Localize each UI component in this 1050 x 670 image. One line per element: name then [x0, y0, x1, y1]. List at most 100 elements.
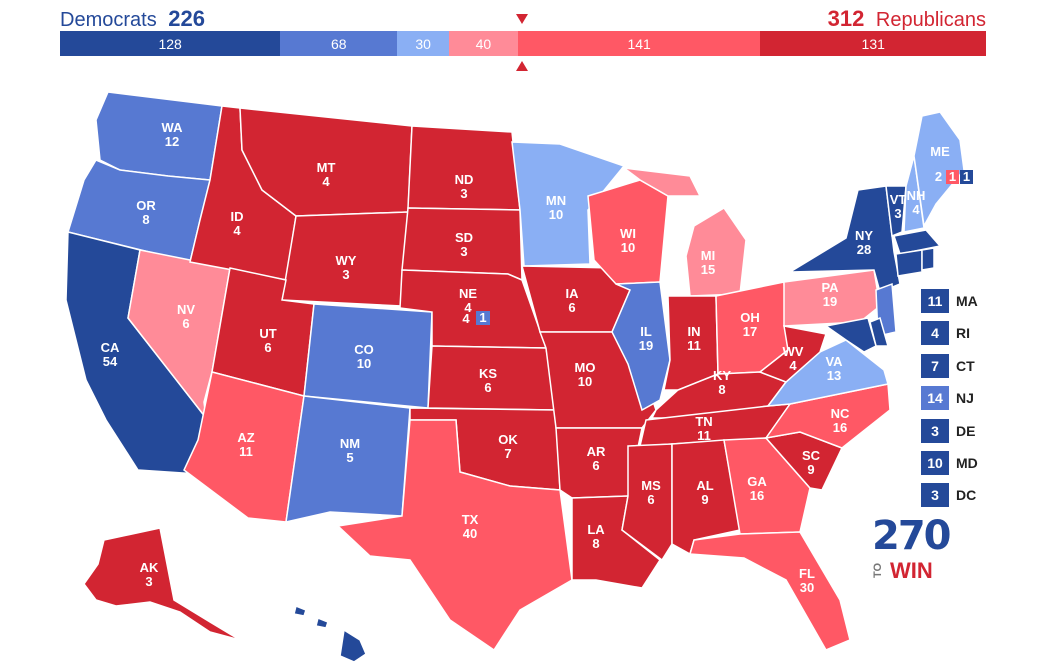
state-label-nd: ND — [455, 172, 474, 187]
state-ev-mo: 10 — [578, 374, 592, 389]
state-label-nc: NC — [831, 406, 850, 421]
state-ev-in: 11 — [687, 338, 701, 353]
state-label-va: VA — [825, 354, 843, 369]
state-label-ga: GA — [747, 474, 767, 489]
logo-to: TO — [872, 562, 884, 578]
democrats-ev-count: 226 — [168, 6, 205, 31]
state-il[interactable] — [611, 281, 671, 412]
midpoint-marker-top — [516, 14, 528, 24]
bar-segment: 128 — [60, 31, 281, 56]
small-state-box-ct[interactable]: 7 — [921, 353, 949, 378]
state-ak[interactable] — [83, 527, 241, 641]
state-label-tn: TN — [695, 414, 712, 429]
state-mn[interactable] — [511, 141, 626, 267]
republicans-total: 312 Republicans — [828, 6, 986, 32]
state-ev-ga: 16 — [750, 488, 764, 503]
state-nm[interactable] — [285, 395, 411, 523]
state-label-sd: SD — [455, 230, 473, 245]
state-hi[interactable] — [293, 604, 367, 663]
state-wv[interactable] — [758, 325, 827, 383]
state-me[interactable] — [913, 111, 965, 229]
state-ev-or: 8 — [142, 212, 149, 227]
state-label-tx: TX — [462, 512, 479, 527]
state-ev-wi: 10 — [621, 240, 635, 255]
state-label-wa: WA — [162, 120, 184, 135]
logo-win: WIN — [890, 558, 933, 583]
state-label-fl: FL — [799, 566, 815, 581]
state-pa[interactable] — [783, 269, 881, 327]
state-ri[interactable] — [921, 247, 935, 271]
state-ev-oh: 17 — [743, 324, 757, 339]
maine-district-ev: 2 — [935, 169, 942, 184]
state-label-ia: IA — [566, 286, 580, 301]
maine-district-ev: 1 — [949, 169, 956, 184]
small-state-box-ri[interactable]: 4 — [921, 321, 949, 346]
state-label-ak: AK — [140, 560, 159, 575]
small-state-label-ma: MA — [956, 293, 978, 309]
nebraska-statewide-ev: 4 — [462, 311, 470, 326]
state-ev-sc: 9 — [807, 462, 814, 477]
maine-district-box[interactable] — [946, 170, 959, 184]
state-ev-wy: 3 — [342, 267, 349, 282]
state-ev-tx: 40 — [463, 526, 477, 541]
state-ev-nc: 16 — [833, 420, 847, 435]
small-state-label-dc: DC — [956, 487, 977, 504]
small-state-label-ct: CT — [956, 357, 975, 374]
state-label-in: IN — [688, 324, 701, 339]
nebraska-district-box[interactable] — [476, 311, 490, 325]
state-ny[interactable] — [787, 185, 901, 294]
democrats-total: Democrats 226 — [60, 6, 205, 32]
state-ct[interactable] — [895, 249, 923, 277]
electoral-vote-bar: 128 68 30 40 141 131 — [60, 31, 986, 56]
state-ev-tn: 11 — [697, 428, 711, 443]
state-ev-id: 4 — [233, 223, 241, 238]
small-state-label-ri: RI — [956, 325, 970, 342]
small-state-label-de: DE — [956, 422, 976, 439]
state-label-co: CO — [354, 342, 374, 357]
state-ev-ia: 6 — [568, 300, 575, 315]
state-ev-il: 19 — [639, 338, 653, 353]
state-nh[interactable] — [903, 155, 925, 233]
maine-district-ev: 1 — [963, 169, 970, 184]
state-label-pa: PA — [821, 280, 839, 295]
small-state-box-dc[interactable]: 3 — [921, 483, 949, 508]
state-label-ks: KS — [479, 366, 497, 381]
state-ev-wv: 4 — [789, 358, 797, 373]
state-md[interactable] — [824, 317, 877, 353]
state-label-ky: KY — [713, 368, 731, 383]
state-ev-ky: 8 — [718, 382, 725, 397]
state-ev-al: 9 — [701, 492, 708, 507]
small-state-box-md[interactable]: 10 — [921, 451, 949, 475]
state-ev-ca: 54 — [103, 354, 118, 369]
small-state-box-ma[interactable]: 11 — [921, 289, 949, 313]
state-fl[interactable] — [689, 531, 851, 651]
state-vt[interactable] — [885, 185, 907, 238]
small-state-box-de[interactable]: 3 — [921, 418, 949, 443]
state-ev-la: 8 — [592, 536, 599, 551]
state-ma[interactable] — [893, 229, 942, 255]
state-ev-ak: 3 — [145, 574, 152, 589]
state-ev-ms: 6 — [647, 492, 654, 507]
state-ga[interactable] — [723, 437, 811, 535]
state-label-oh: OH — [740, 310, 760, 325]
republicans-label: Republicans — [875, 9, 986, 31]
state-label-al: AL — [696, 478, 713, 493]
state-label-ny: NY — [855, 228, 873, 243]
state-label-ca: CA — [101, 340, 120, 355]
state-tx[interactable] — [336, 419, 573, 652]
state-wa[interactable] — [95, 91, 223, 181]
state-ev-ks: 6 — [484, 380, 491, 395]
maine-district-box[interactable] — [960, 170, 973, 184]
state-ev-nd: 3 — [460, 186, 467, 201]
state-label-hi: HI — [316, 626, 329, 641]
small-state-box-nj[interactable]: 14 — [921, 386, 949, 411]
small-state-label-md: MD — [956, 455, 978, 471]
maine-district-box[interactable] — [932, 170, 945, 184]
midpoint-marker-bottom — [516, 61, 528, 71]
state-label-wv: WV — [783, 344, 804, 359]
state-ev-wa: 12 — [165, 134, 179, 149]
state-label-wy: WY — [336, 253, 357, 268]
state-label-ne: NE — [459, 286, 477, 301]
state-label-il: IL — [640, 324, 652, 339]
